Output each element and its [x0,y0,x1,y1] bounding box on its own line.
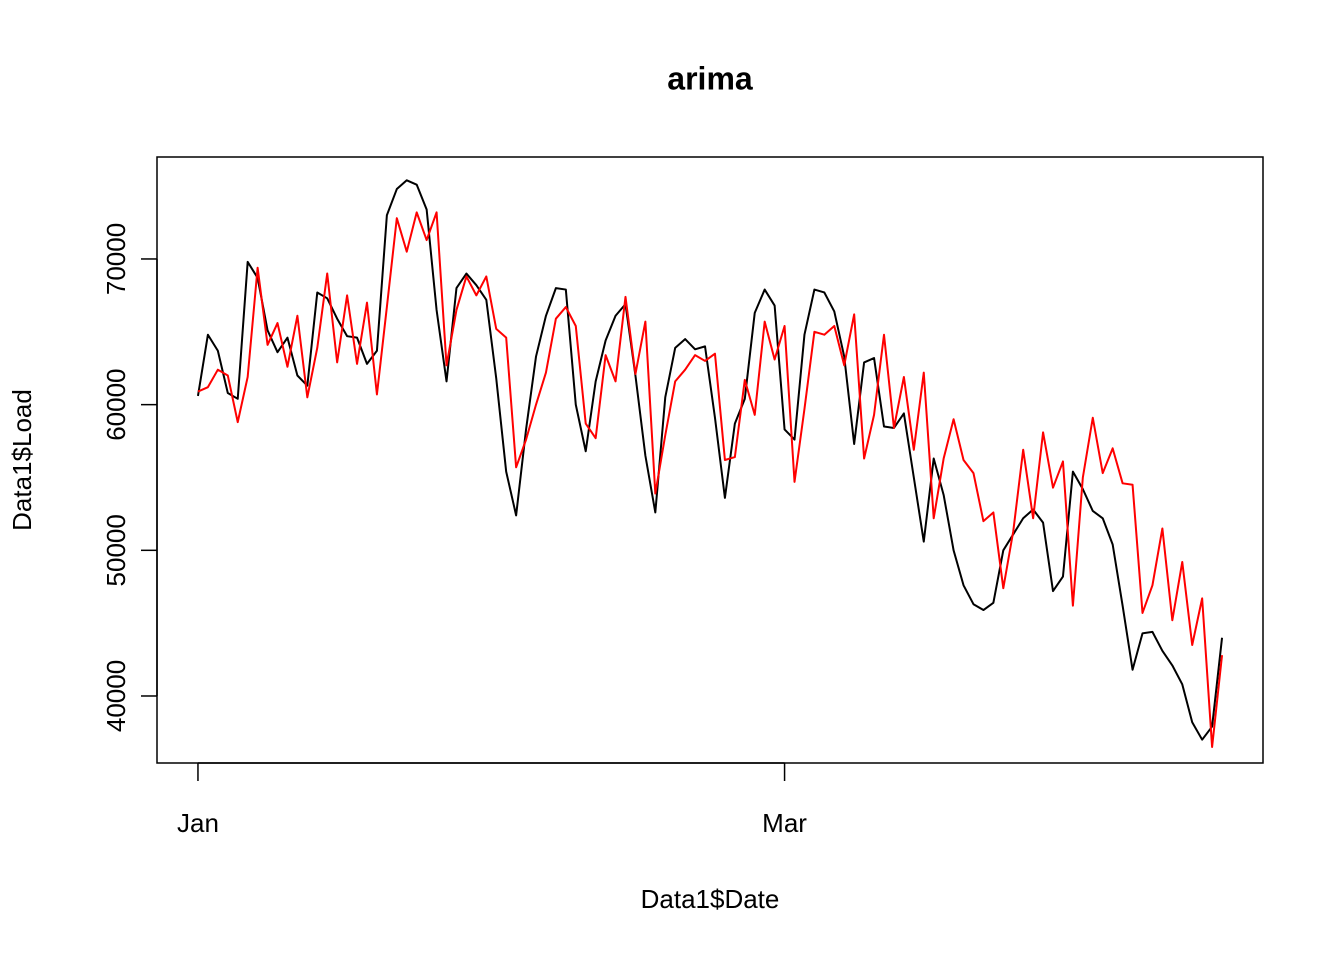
x-tick-label: Jan [177,808,219,838]
y-tick-label: 50000 [101,514,131,586]
y-tick-label: 70000 [101,223,131,295]
chart-title: arima [667,60,753,96]
y-tick-label: 60000 [101,368,131,440]
y-tick-label: 40000 [101,660,131,732]
line-series [196,179,1224,741]
y-axis-label: Data1$Load [7,389,37,531]
x-tick-label: Mar [762,808,807,838]
line-series [197,211,1224,748]
x-axis-label: Data1$Date [641,884,780,914]
